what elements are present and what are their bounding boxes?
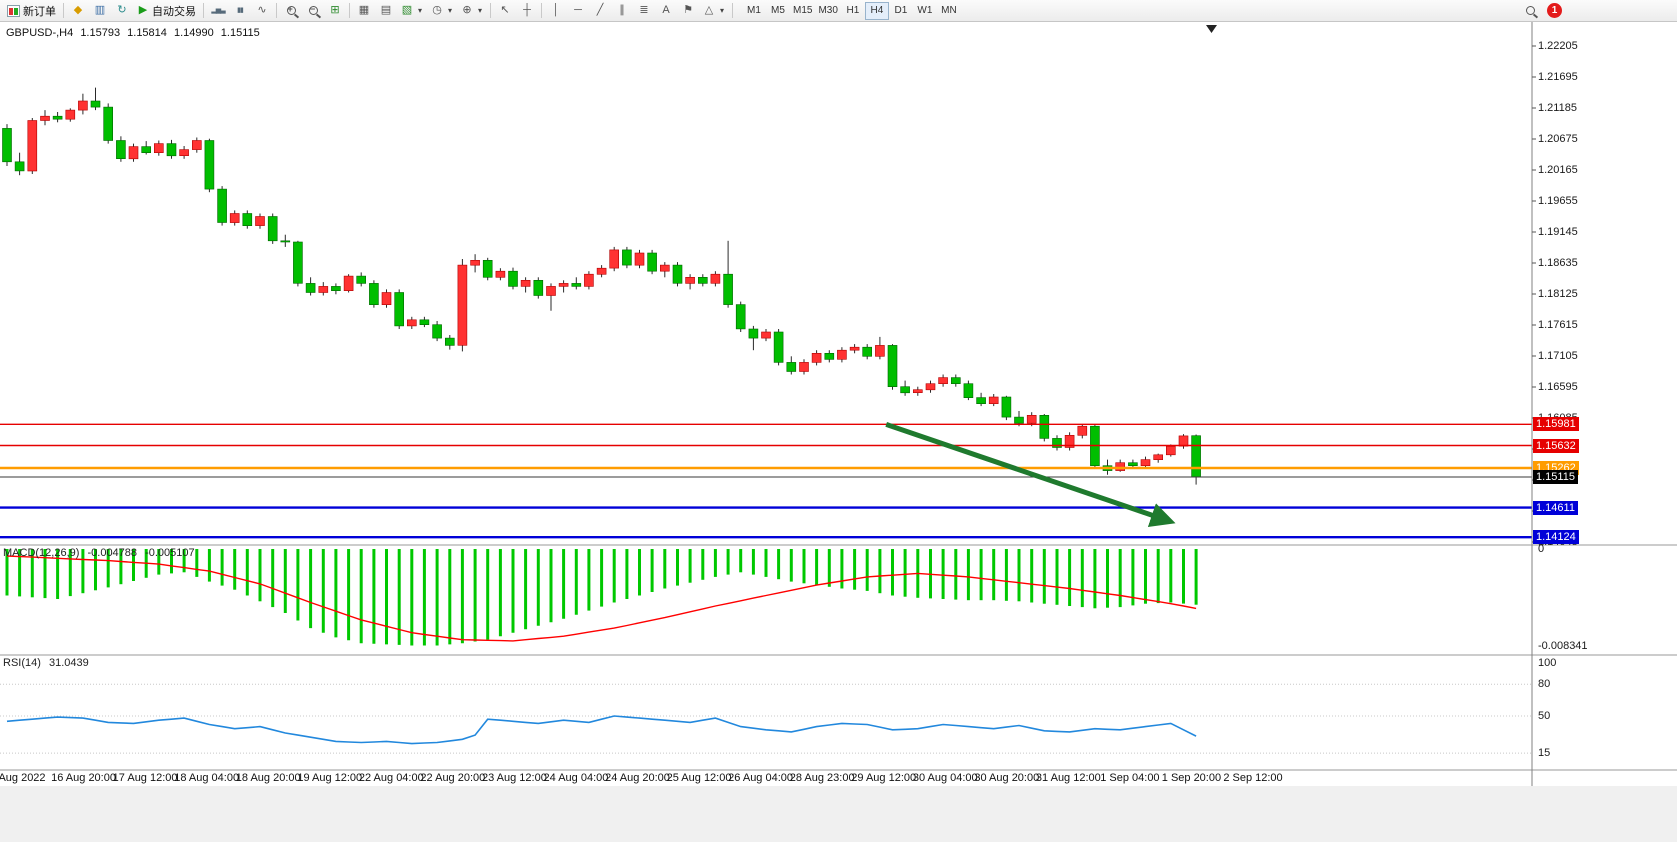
chevron-down-icon: ▾: [719, 6, 724, 15]
arrows-tool-button[interactable]: ⚑: [677, 1, 699, 21]
period-button[interactable]: ◷ ▾: [427, 1, 457, 21]
chart-ohlc-header: GBPUSD-,H4 1.15793 1.15814 1.14990 1.151…: [6, 27, 264, 39]
bar-chart-button[interactable]: ▂▅▃: [207, 1, 229, 21]
cursor-icon: ↖: [500, 4, 510, 16]
quotes-diamond-icon: ◆: [73, 4, 83, 16]
rsi-line: [6, 715, 1197, 745]
trendline-icon: ╱: [596, 4, 604, 16]
indicators-button[interactable]: ⊕ ▾: [457, 1, 487, 21]
timeframe-button-h4[interactable]: H4: [864, 1, 889, 20]
indicators-icon: ⊕: [462, 4, 472, 16]
shapes-button[interactable]: △ ▾: [699, 1, 729, 21]
candlestick-chart-button[interactable]: ▮▮: [229, 1, 251, 21]
rsi-header: RSI(14) 31.0439: [3, 657, 94, 669]
bar-chart-icon: ▂▅▃: [211, 7, 225, 14]
crosshair-button[interactable]: ┼: [516, 1, 538, 21]
timeframe-button-m1[interactable]: M1: [742, 2, 766, 20]
cascade-windows-button[interactable]: ▤: [375, 1, 397, 21]
cursor-button[interactable]: ↖: [494, 1, 516, 21]
new-order-icon: [7, 4, 20, 17]
candlestick-chart-icon: ▮▮: [237, 7, 244, 14]
toolbar-separator: [63, 3, 64, 18]
new-order-button[interactable]: 新订单: [3, 1, 60, 21]
grid-button[interactable]: ⊞: [324, 1, 346, 21]
timeframe-button-w1[interactable]: W1: [913, 2, 937, 20]
fibonacci-icon: ≣: [639, 4, 649, 16]
zoom-out-button[interactable]: [302, 1, 324, 21]
templates-button[interactable]: ▧ ▾: [397, 1, 427, 21]
timeframe-button-d1[interactable]: D1: [889, 2, 913, 20]
timeframe-button-h1[interactable]: H1: [841, 2, 865, 20]
shapes-icon: △: [704, 4, 714, 16]
vertical-line-button[interactable]: │: [545, 1, 567, 21]
new-order-label: 新订单: [23, 5, 56, 18]
open-value: 1.15793: [80, 27, 121, 39]
autotrading-button[interactable]: ▶ 自动交易: [133, 1, 200, 21]
line-chart-icon: ∿: [257, 4, 267, 16]
rsi-label: RSI(14): [3, 657, 41, 669]
autotrading-play-icon: ▶: [138, 4, 148, 16]
arrows-tool-icon: ⚑: [683, 4, 693, 16]
horizontal-line-button[interactable]: ─: [567, 1, 589, 21]
cascade-windows-icon: ▤: [380, 4, 392, 16]
macd-value: -0.004788: [87, 547, 138, 559]
refresh-button[interactable]: ↻: [111, 1, 133, 21]
chart-shift-marker[interactable]: [1206, 25, 1217, 33]
clock-icon: ◷: [432, 4, 442, 16]
zoom-in-icon: [286, 4, 296, 15]
macd-signal-line: [6, 555, 1197, 642]
line-chart-button[interactable]: ∿: [251, 1, 273, 21]
refresh-icon: ↻: [117, 4, 127, 16]
grid-icon: ⊞: [330, 4, 340, 16]
autotrading-label: 自动交易: [152, 5, 196, 18]
timeframe-toolbar: M1 M5 M15 M30 H1 H4 D1 W1 MN: [742, 1, 961, 20]
low-value: 1.14990: [173, 27, 214, 39]
timeframe-button-m15[interactable]: M15: [790, 2, 815, 20]
toolbar-separator: [732, 3, 733, 18]
macd-histogram: [5, 549, 1198, 646]
market-watch-button[interactable]: ▥: [89, 1, 111, 21]
channel-button[interactable]: ∥: [611, 1, 633, 21]
vertical-line-icon: │: [552, 4, 560, 16]
crosshair-icon: ┼: [523, 4, 531, 16]
tile-windows-button[interactable]: ▦: [353, 1, 375, 21]
timeframe-button-m30[interactable]: M30: [815, 2, 840, 20]
toolbar-separator: [349, 3, 350, 18]
toolbar-separator: [541, 3, 542, 18]
down-trend-arrow[interactable]: [885, 422, 1176, 527]
search-icon[interactable]: [1526, 6, 1535, 15]
chevron-down-icon: ▾: [477, 6, 482, 15]
templates-icon: ▧: [401, 4, 413, 16]
macd-signal-value: -0.005107: [145, 547, 195, 559]
fibonacci-button[interactable]: ≣: [633, 1, 655, 21]
text-tool-button[interactable]: A: [655, 1, 677, 21]
macd-header: MACD(12,26,9) -0.004788 -0.005107: [3, 547, 200, 559]
chevron-down-icon: ▾: [447, 6, 452, 15]
symbol-period-label: GBPUSD-,H4: [6, 27, 74, 39]
zoom-in-button[interactable]: [280, 1, 302, 21]
toolbar-separator: [490, 3, 491, 18]
market-watch-icon: ▥: [94, 4, 106, 16]
main-toolbar: 新订单 ◆ ▥ ↻ ▶ 自动交易 ▂▅▃ ▮▮ ∿ ⊞ ▦ ▤ ▧▾ ◷▾ ⊕▾…: [0, 0, 1677, 22]
trendline-button[interactable]: ╱: [589, 1, 611, 21]
notification-badge[interactable]: 1: [1547, 3, 1562, 18]
toolbar-separator: [203, 3, 204, 18]
toolbar-right: 1: [1526, 3, 1674, 18]
horizontal-line-icon: ─: [574, 4, 582, 16]
timeframe-button-m5[interactable]: M5: [766, 2, 790, 20]
rsi-value: 31.0439: [48, 657, 89, 669]
equidistant-channel-icon: ∥: [619, 4, 625, 16]
timeframe-button-mn[interactable]: MN: [937, 2, 961, 20]
close-value: 1.15115: [220, 27, 260, 39]
text-tool-icon: A: [662, 4, 670, 16]
high-value: 1.15814: [127, 27, 167, 39]
chevron-down-icon: ▾: [417, 6, 422, 15]
zoom-out-icon: [308, 4, 318, 15]
macd-label: MACD(12,26,9): [3, 547, 80, 559]
tile-windows-icon: ▦: [358, 4, 370, 16]
quotes-button[interactable]: ◆: [67, 1, 89, 21]
toolbar-separator: [276, 3, 277, 18]
